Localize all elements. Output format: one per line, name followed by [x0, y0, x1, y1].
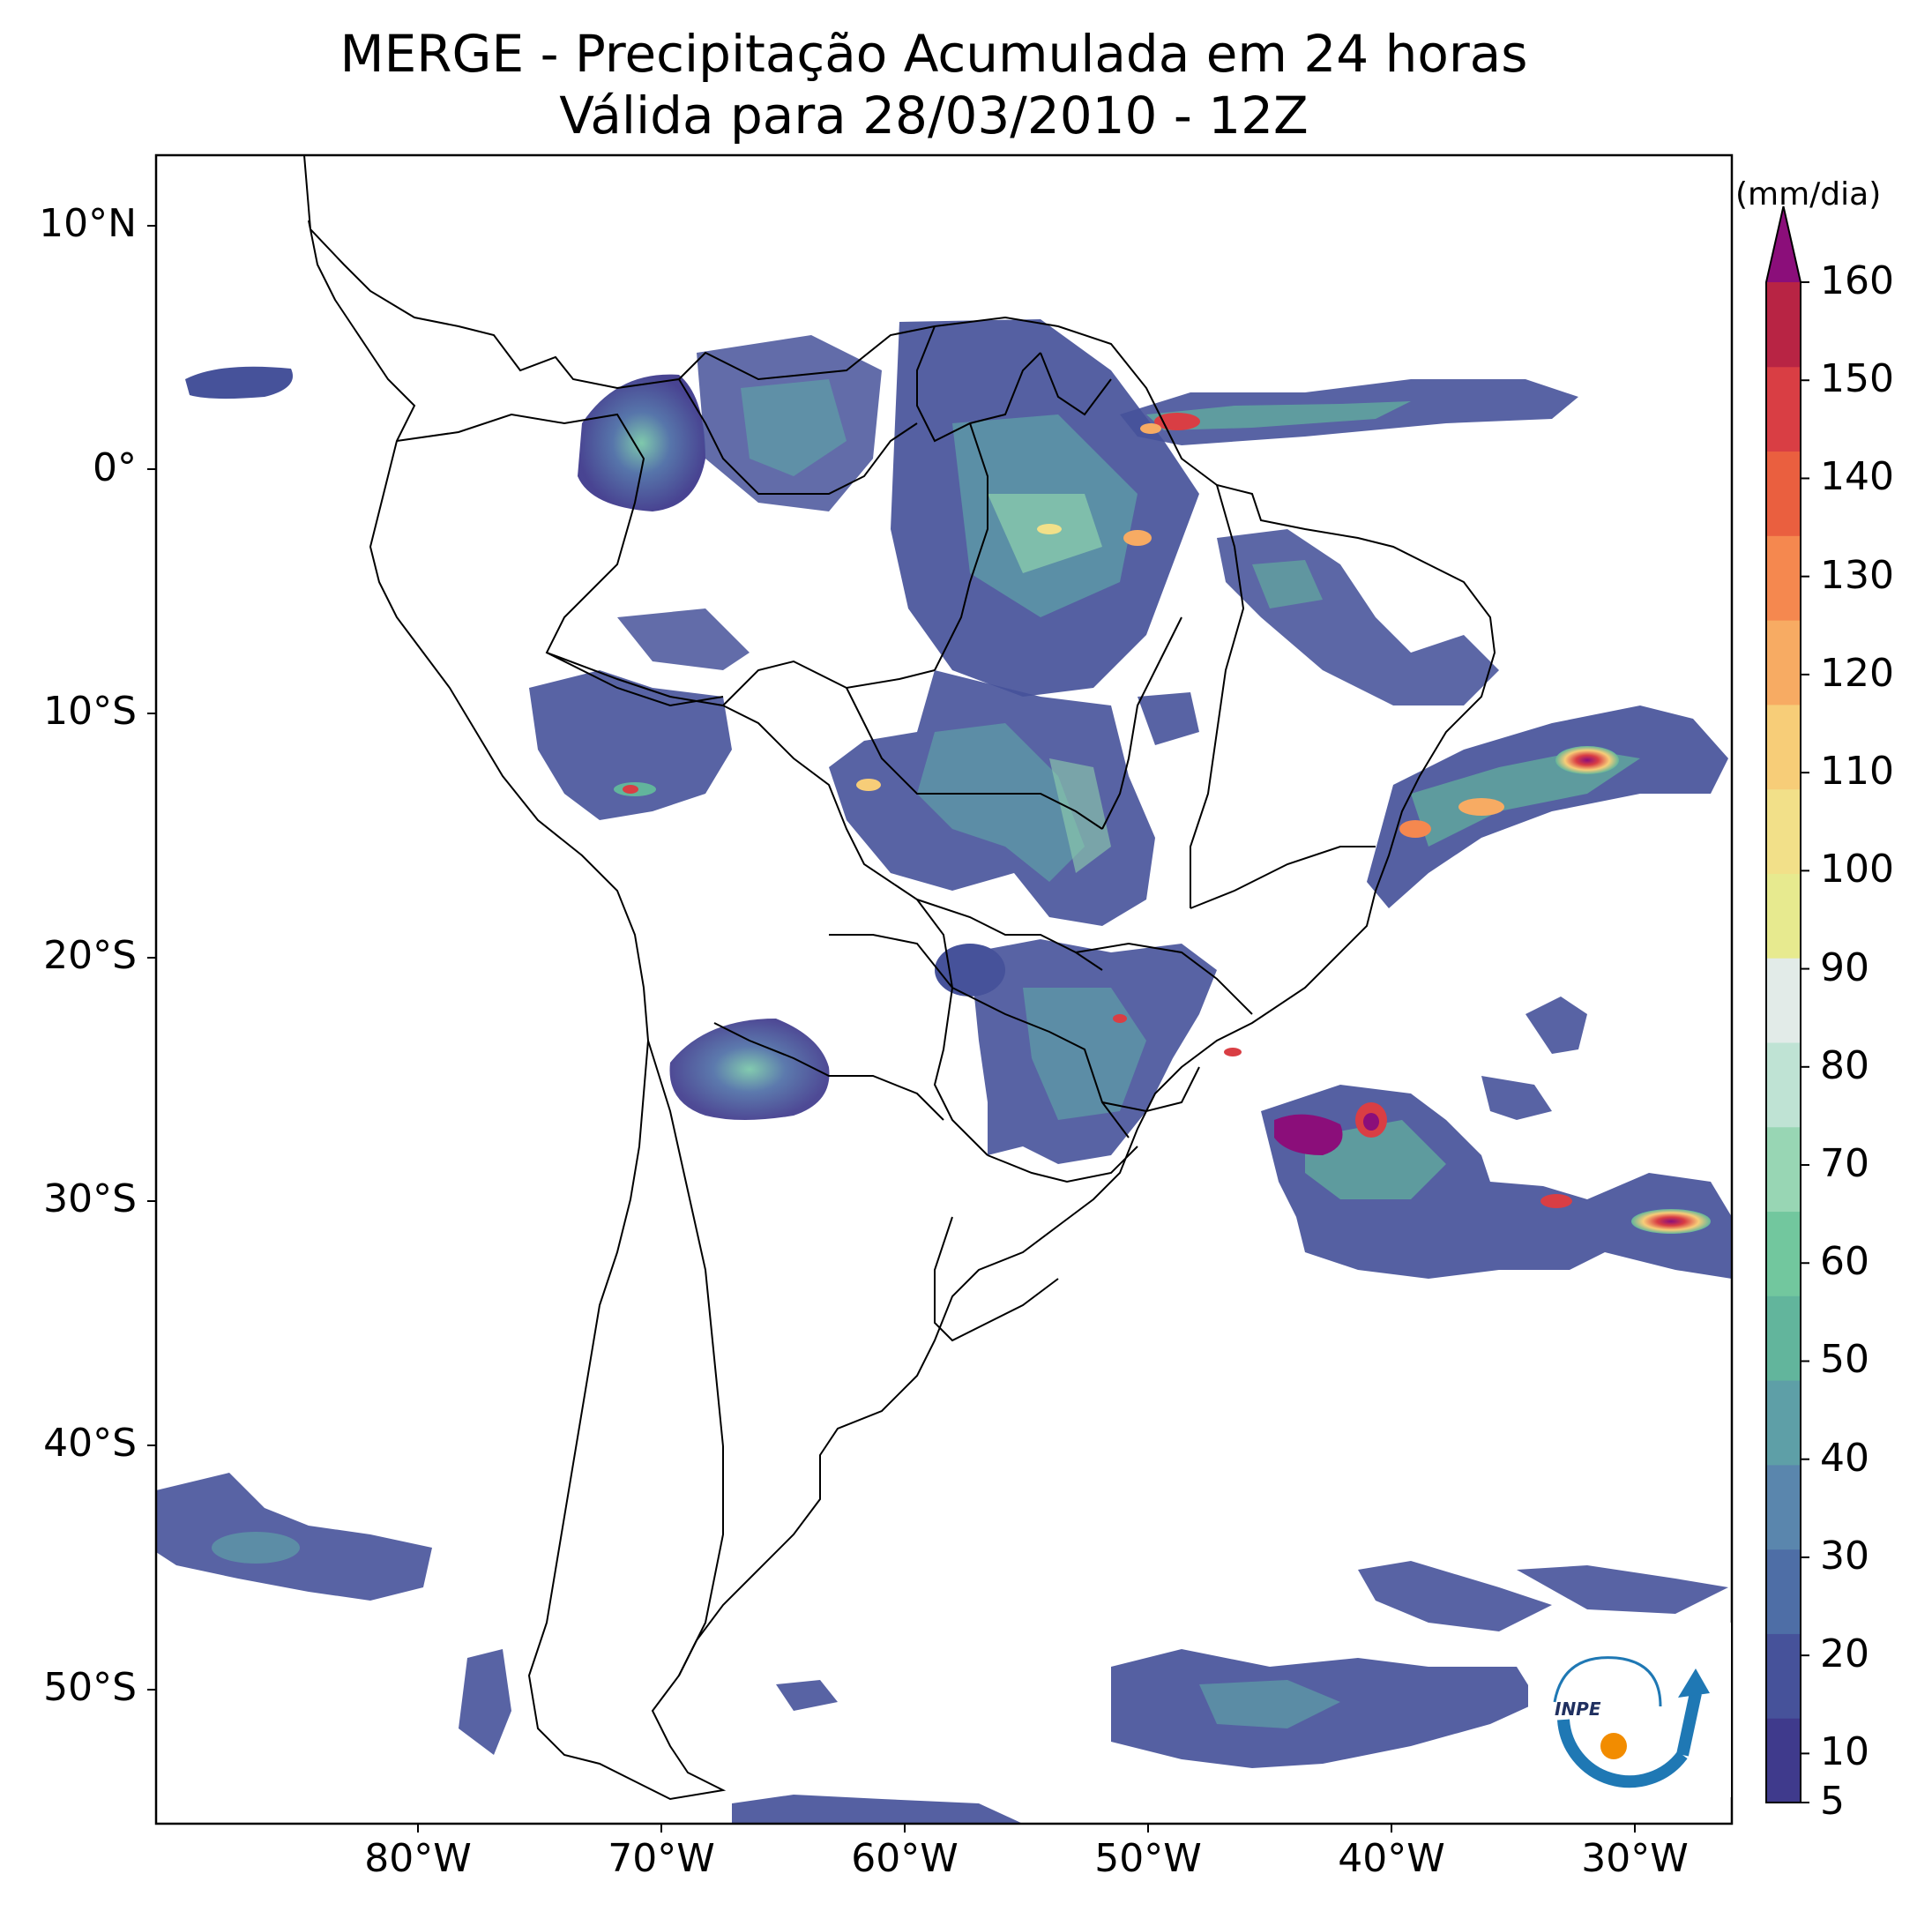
map-title: MERGE - Precipitação Acumulada em 24 hor… [339, 24, 1528, 84]
colorbar-tick-label: 30 [1820, 1533, 1869, 1579]
lat-label-30s: 30°S [43, 1176, 137, 1221]
colorbar-bin [1766, 788, 1801, 874]
colorbar-tick-label: 140 [1820, 454, 1894, 500]
lat-label-10s: 10°S [43, 689, 137, 734]
colorbar-tick-label: 160 [1820, 258, 1894, 303]
colorbar-bin [1766, 282, 1801, 368]
colorbar-bin [1766, 1464, 1801, 1550]
lon-label-80w: 80°W [364, 1836, 472, 1881]
lon-label-50w: 50°W [1094, 1836, 1202, 1881]
precipitation-field [156, 319, 1732, 1824]
map-subtitle: Válida para 28/03/2010 - 12Z [559, 86, 1309, 146]
coastlines [303, 155, 1496, 1801]
colorbar-tick-label: 80 [1820, 1042, 1869, 1088]
colorbar-bin [1766, 958, 1801, 1043]
lon-label-70w: 70°W [608, 1836, 715, 1881]
lat-label-20s: 20°S [43, 933, 137, 978]
map-frame [154, 153, 1734, 1825]
lat-label-0: 0° [93, 445, 137, 490]
lat-label-10n: 10°N [39, 201, 137, 246]
lon-label-30w: 30°W [1581, 1836, 1689, 1881]
lon-label-60w: 60°W [851, 1836, 959, 1881]
colorbar-unit: (mm/dia) [1735, 176, 1882, 213]
colorbar-tick-label: 60 [1820, 1239, 1869, 1285]
colorbar-bin [1766, 873, 1801, 959]
colorbar-bin [1766, 535, 1801, 621]
colorbar [1765, 205, 1809, 1803]
colorbar-tick-label: 100 [1820, 847, 1894, 892]
colorbar-bin [1766, 1042, 1801, 1128]
colorbar-bin [1766, 451, 1801, 536]
colorbar-extend-max [1766, 206, 1801, 282]
logo-text: INPE [1555, 1698, 1601, 1720]
colorbar-bin [1766, 1380, 1801, 1466]
colorbar-tick-label: 10 [1820, 1729, 1869, 1775]
colorbar-bin [1766, 366, 1801, 452]
colorbar-tick-label: 5 [1820, 1779, 1845, 1824]
colorbar-tick-label: 130 [1820, 552, 1894, 598]
lat-ticks [147, 225, 156, 1691]
colorbar-bin [1766, 1549, 1801, 1634]
colorbar-bin [1766, 1633, 1801, 1719]
colorbar-bin [1766, 1295, 1801, 1381]
colorbar-tick-label: 120 [1820, 650, 1894, 696]
colorbar-tick-label: 150 [1820, 356, 1894, 402]
colorbar-bin [1766, 704, 1801, 790]
colorbar-tick-label: 50 [1820, 1337, 1869, 1383]
colorbar-tick-label: 40 [1820, 1435, 1869, 1481]
colorbar-bin [1766, 1211, 1801, 1296]
colorbar-tick-label: 90 [1820, 944, 1869, 990]
colorbar-outline [1765, 205, 1801, 1803]
colorbar-bin [1766, 1126, 1801, 1213]
lat-label-50s: 50°S [43, 1665, 137, 1710]
lat-label-40s: 40°S [43, 1421, 137, 1466]
colorbar-bin [1766, 620, 1801, 705]
colorbar-bin [1766, 1718, 1801, 1803]
colorbar-tick-label: 70 [1820, 1141, 1869, 1187]
lon-ticks [417, 1824, 1636, 1833]
colorbar-tick-label: 110 [1820, 749, 1894, 795]
inpe-logo: INPE [1528, 1623, 1731, 1797]
colorbar-tick-label: 20 [1820, 1631, 1869, 1677]
lon-label-40w: 40°W [1338, 1836, 1445, 1881]
